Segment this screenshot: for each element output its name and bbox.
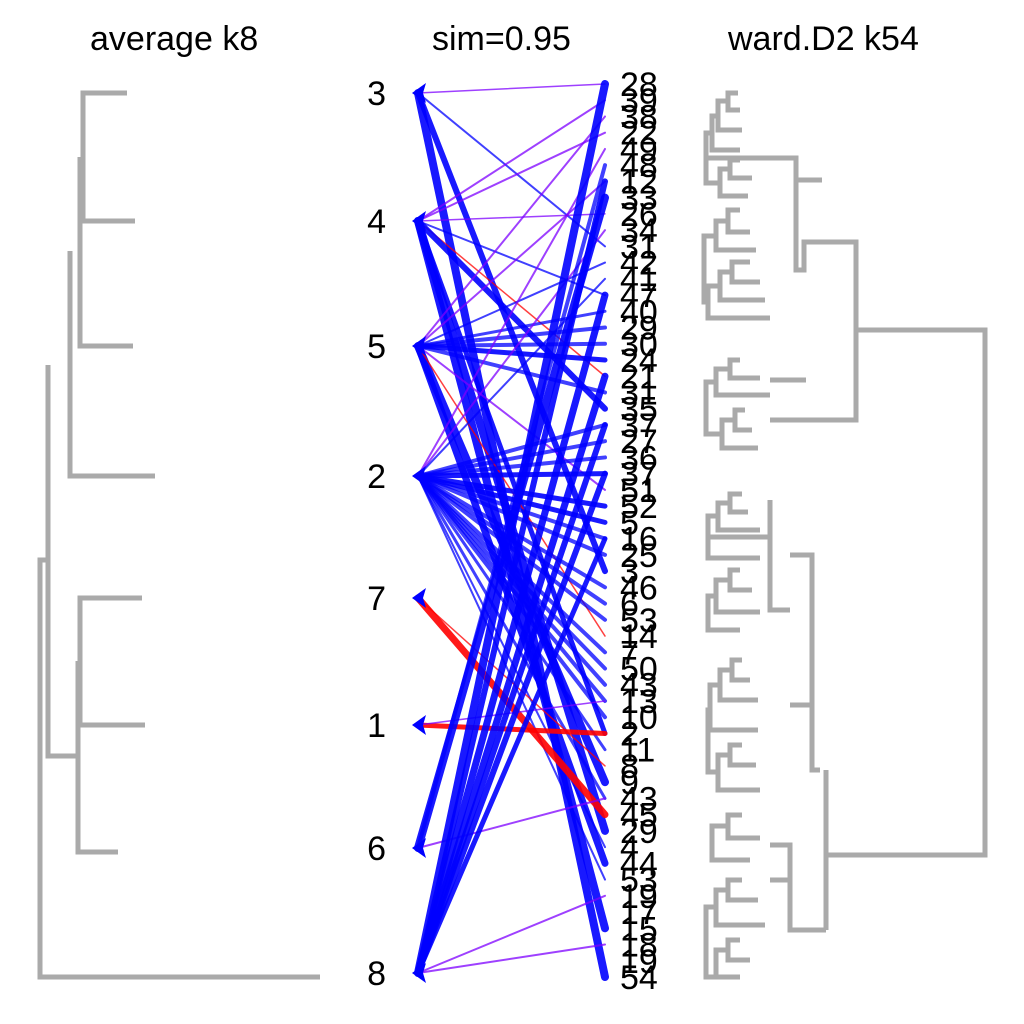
right-dendrogram-branch (708, 537, 790, 610)
right-dendrogram-branch (730, 745, 756, 765)
right-dendrogram-branch (722, 420, 758, 448)
right-dendrogram-branch (718, 755, 760, 790)
left-dendrogram-branch (80, 157, 133, 346)
right-dendrogram-branch (710, 685, 758, 730)
left-dendrogram-branch (70, 251, 155, 476)
left-dendrogram-branch (80, 598, 145, 725)
right-dendrogram-branch (730, 360, 760, 378)
right-dendrogram-branch (770, 845, 826, 930)
right-dendrogram-branch (728, 815, 760, 838)
right-dendrogram-branch (728, 210, 750, 232)
right-dendrogram-branch (730, 160, 752, 178)
right-cluster-labels: 2839382249481233263431424147402930242131… (620, 66, 658, 997)
right-dendrogram-branch (716, 221, 756, 250)
right-dendrogram-branch (720, 169, 748, 196)
left-dendrogram-branch (83, 93, 135, 221)
right-label: 54 (620, 959, 658, 997)
left-dendrogram (40, 93, 320, 977)
right-dendrogram-branch (720, 670, 758, 700)
right-dendrogram-branch (735, 410, 752, 430)
right-dendrogram-branch (718, 503, 760, 530)
connection-edges (412, 83, 605, 983)
left-label-3: 3 (367, 75, 386, 113)
right-dendrogram-branch (730, 570, 752, 590)
right-dendrogram-branch (730, 494, 748, 512)
left-label-2: 2 (367, 458, 386, 496)
left-label-7: 7 (367, 580, 386, 618)
left-dendrogram-branch (78, 661, 118, 852)
right-dendrogram-branch (728, 880, 758, 900)
left-label-4: 4 (367, 203, 386, 241)
right-dendrogram-branch (826, 330, 985, 855)
right-dendrogram-branch (716, 580, 760, 612)
right-dendrogram-branch (712, 826, 750, 860)
right-dendrogram-branch (716, 890, 765, 925)
left-label-1: 1 (367, 707, 386, 745)
right-dendrogram-branch (770, 242, 856, 420)
right-dendrogram-branch (732, 262, 760, 282)
right-dendrogram-branch (728, 940, 750, 960)
right-dendrogram-branch (728, 93, 740, 110)
right-dendrogram-branch (720, 272, 765, 300)
right-dendrogram-branch (716, 369, 770, 395)
right-dendrogram-branch (732, 660, 750, 680)
right-dendrogram (704, 93, 985, 977)
left-label-8: 8 (367, 955, 386, 993)
left-cluster-labels: 3 4 5 2 7 1 6 8 (367, 75, 386, 993)
arrowhead-7 (412, 588, 426, 608)
edge-3-to-0 (418, 84, 605, 93)
left-label-6: 6 (367, 830, 386, 868)
left-label-5: 5 (367, 328, 386, 366)
right-dendrogram-branch (790, 555, 820, 770)
edge-8-to-53 (418, 945, 605, 973)
